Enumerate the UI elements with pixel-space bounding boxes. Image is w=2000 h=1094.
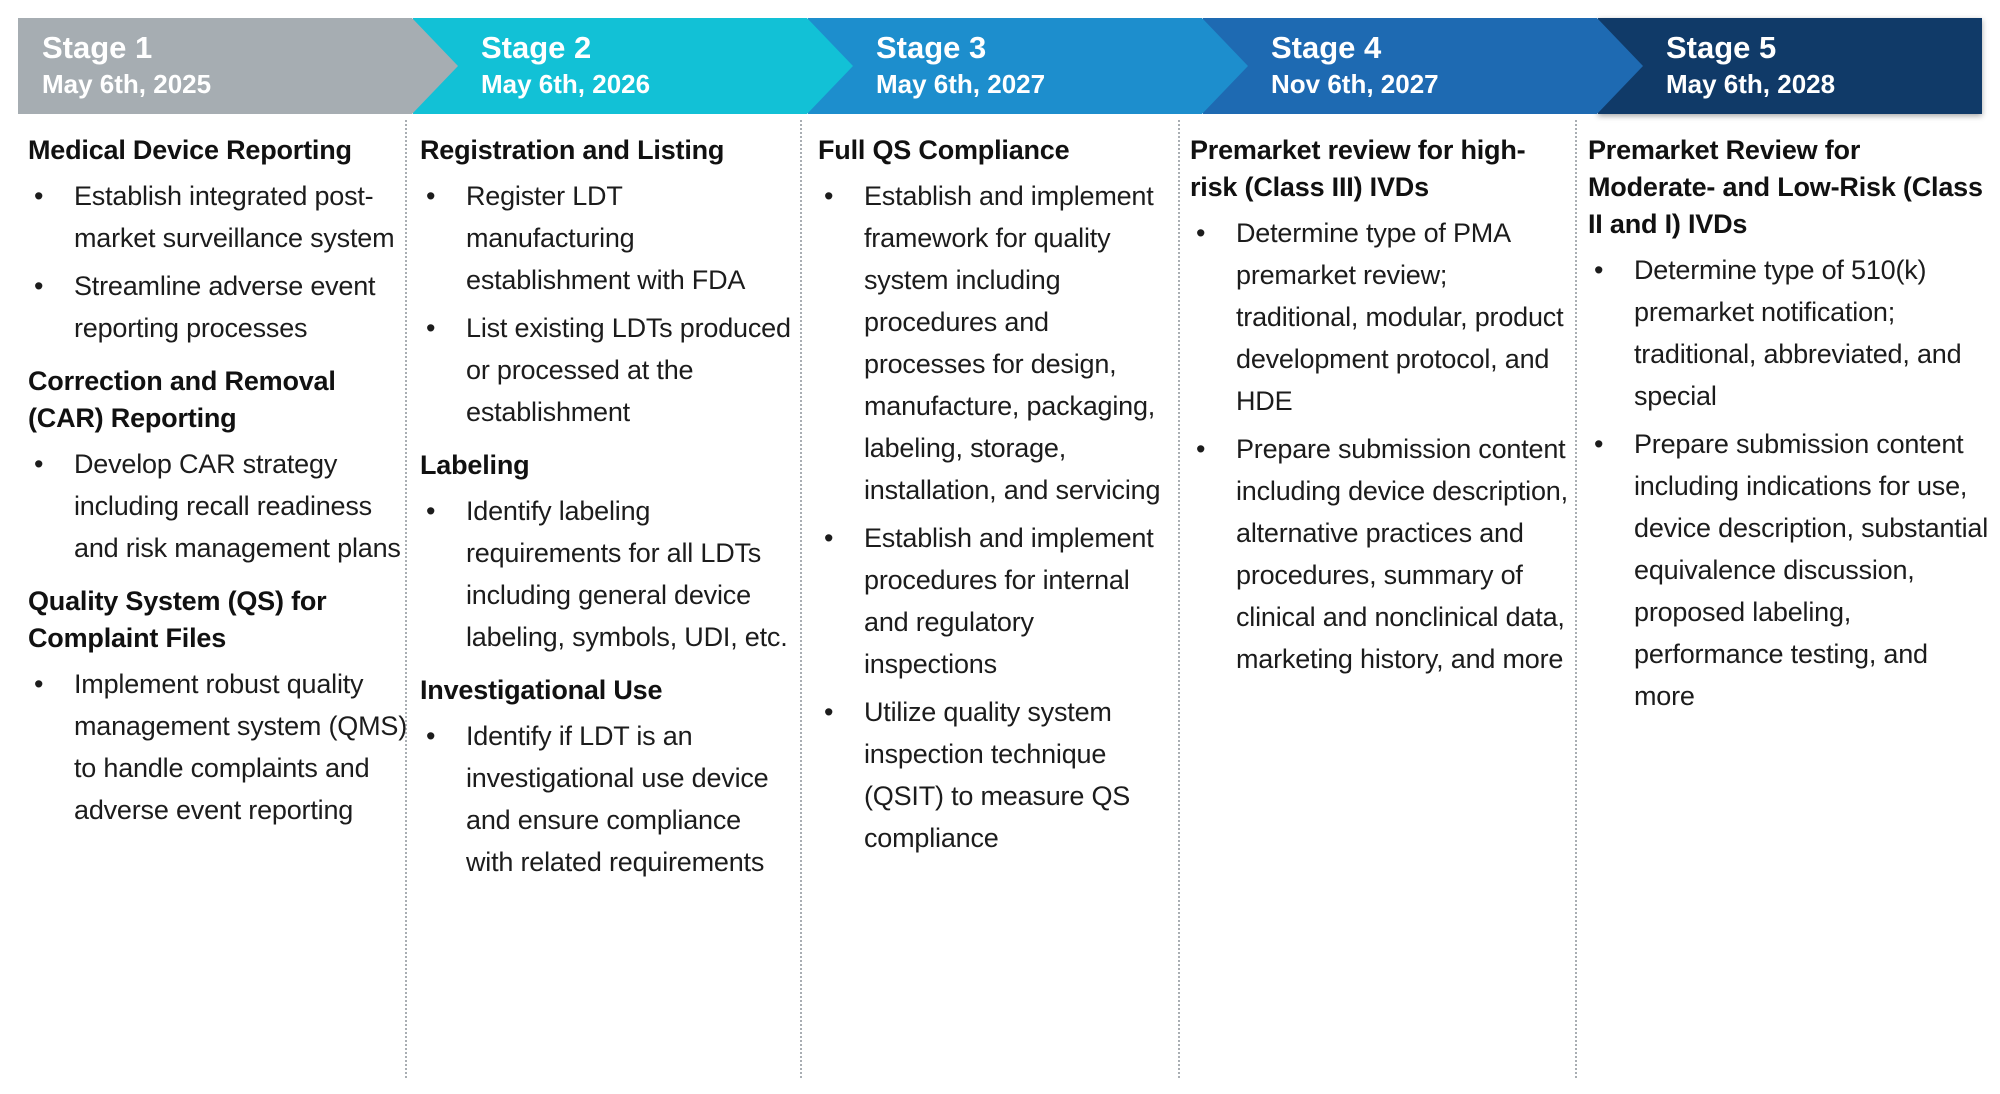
column-divider (1575, 120, 1577, 1078)
section-heading: Quality System (QS) for Complaint Files (28, 586, 327, 653)
bullet-item: Establish and implement procedures for i… (818, 517, 1168, 685)
stage-label: Stage 2 (481, 30, 592, 65)
stage-column-5: Premarket Review for Moderate- and Low-R… (1588, 132, 1988, 727)
section-heading: Full QS Compliance (818, 135, 1070, 165)
stage-column-2: Registration and Listing Register LDT ma… (420, 132, 792, 893)
section-heading: Medical Device Reporting (28, 135, 352, 165)
bullet-item: Streamline adverse event reporting proce… (28, 265, 410, 349)
bullet-list: Identify if LDT is an investigational us… (420, 715, 792, 883)
section-heading: Premarket review for high-risk (Class II… (1190, 135, 1526, 202)
column-divider (405, 120, 407, 1078)
bullet-item: Establish integrated post-market surveil… (28, 175, 410, 259)
stage-column-4: Premarket review for high-risk (Class II… (1190, 132, 1568, 690)
stage-label: Stage 4 (1271, 30, 1382, 65)
stage-label: Stage 3 (876, 30, 987, 65)
stage-date: May 6th, 2025 (42, 69, 212, 99)
stage-date: May 6th, 2027 (876, 69, 1046, 99)
bullet-list: Develop CAR strategy including recall re… (28, 443, 410, 569)
bullet-item: Prepare submission content including ind… (1588, 423, 1988, 717)
bullet-list: Register LDT manufacturing establishment… (420, 175, 792, 433)
stage-date: Nov 6th, 2027 (1271, 69, 1439, 99)
bullet-list: Determine type of 510(k) premarket notif… (1588, 249, 1988, 717)
bullet-item: Utilize quality system inspection techni… (818, 691, 1168, 859)
bullet-item: Determine type of PMA premarket review; … (1190, 212, 1568, 422)
stage-banner-4: Stage 4 Nov 6th, 2027 (1203, 18, 1643, 114)
bullet-item: Establish and implement framework for qu… (818, 175, 1168, 511)
bullet-item: Develop CAR strategy including recall re… (28, 443, 410, 569)
bullet-list: Implement robust quality management syst… (28, 663, 410, 831)
stage-label: Stage 5 (1666, 30, 1777, 65)
stage-banner-1: Stage 1 May 6th, 2025 (18, 18, 458, 114)
bullet-item: List existing LDTs produced or processed… (420, 307, 792, 433)
bullet-item: Identify if LDT is an investigational us… (420, 715, 792, 883)
bullet-item: Identify labeling requirements for all L… (420, 490, 792, 658)
column-divider (800, 120, 802, 1078)
stage-date: May 6th, 2026 (481, 69, 651, 99)
stage-timeline: Stage 1 May 6th, 2025 Stage 2 May 6th, 2… (0, 0, 2000, 120)
bullet-item: Implement robust quality management syst… (28, 663, 410, 831)
bullet-list: Establish and implement framework for qu… (818, 175, 1168, 859)
stage-label: Stage 1 (42, 30, 153, 65)
bullet-item: Determine type of 510(k) premarket notif… (1588, 249, 1988, 417)
column-divider (1178, 120, 1180, 1078)
section-heading: Premarket Review for Moderate- and Low-R… (1588, 135, 1983, 239)
bullet-item: Register LDT manufacturing establishment… (420, 175, 792, 301)
stage-banner-5: Stage 5 May 6th, 2028 (1598, 18, 1982, 114)
stage-column-3: Full QS Compliance Establish and impleme… (818, 132, 1168, 869)
stage-banner-3: Stage 3 May 6th, 2027 (808, 18, 1248, 114)
section-heading: Labeling (420, 450, 530, 480)
bullet-item: Prepare submission content including dev… (1190, 428, 1568, 680)
stage-banner-2: Stage 2 May 6th, 2026 (413, 18, 853, 114)
stage-date: May 6th, 2028 (1666, 69, 1836, 99)
bullet-list: Determine type of PMA premarket review; … (1190, 212, 1568, 680)
section-heading: Registration and Listing (420, 135, 725, 165)
stage-column-1: Medical Device Reporting Establish integ… (28, 132, 410, 841)
bullet-list: Establish integrated post-market surveil… (28, 175, 410, 349)
section-heading: Correction and Removal (CAR) Reporting (28, 366, 336, 433)
bullet-list: Identify labeling requirements for all L… (420, 490, 792, 658)
section-heading: Investigational Use (420, 675, 663, 705)
